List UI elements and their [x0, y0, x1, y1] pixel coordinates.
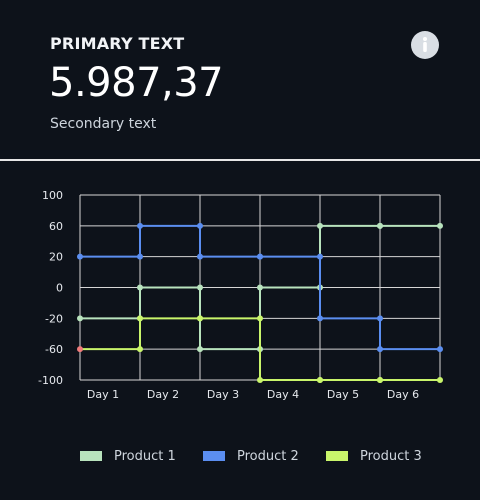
legend-swatch: [80, 451, 102, 461]
x-tick-label: Day 6: [387, 388, 419, 401]
data-point: [257, 315, 263, 322]
step-line-chart: 100 60 20 0 -20 -60 -100 Day 1 Day 2 Day 3 Day 4 Da…: [38, 189, 443, 401]
y-tick-label: 0: [56, 282, 63, 295]
data-point: [377, 315, 383, 322]
legend-label: Product 3: [360, 448, 422, 464]
data-point: [197, 315, 203, 322]
legend-item-product-2: Product 2: [203, 446, 299, 466]
data-point: [377, 346, 383, 353]
info-icon[interactable]: [411, 31, 439, 59]
legend-item-product-1: Product 1: [80, 446, 176, 466]
y-tick-label: 60: [49, 220, 63, 233]
data-point: [437, 346, 443, 353]
data-point: [437, 377, 443, 383]
legend-item-product-3: Product 3: [326, 446, 422, 466]
y-tick-label: 20: [49, 251, 63, 264]
legend-label: Product 2: [237, 448, 299, 464]
data-point: [77, 253, 83, 260]
data-point: [137, 284, 143, 291]
secondary-text: Secondary text: [50, 116, 157, 132]
x-tick-label: Day 4: [267, 388, 299, 401]
data-point: [137, 346, 143, 353]
y-tick-label: -100: [38, 374, 63, 387]
data-point: [137, 222, 143, 229]
data-point: [137, 315, 143, 322]
data-point: [317, 253, 323, 260]
data-point: [317, 315, 323, 322]
data-point: [197, 222, 203, 229]
data-point: [317, 222, 323, 229]
chart-legend: Product 1 Product 2 Product 3: [0, 440, 480, 472]
kpi-card: PRIMARY TEXT 5.987,37 Secondary text: [0, 0, 480, 160]
legend-swatch: [326, 451, 348, 461]
legend-label: Product 1: [114, 448, 176, 464]
x-tick-label: Day 5: [327, 388, 359, 401]
data-point: [197, 346, 203, 353]
data-point: [257, 377, 263, 383]
y-tick-label: 100: [42, 189, 63, 202]
x-tick-label: Day 3: [207, 388, 239, 401]
x-tick-label: Day 2: [147, 388, 179, 401]
primary-text: PRIMARY TEXT: [50, 34, 185, 53]
data-point: [77, 346, 83, 353]
data-point: [257, 253, 263, 260]
data-point: [377, 377, 383, 383]
data-point: [197, 253, 203, 260]
data-point: [197, 284, 203, 291]
data-point: [257, 284, 263, 291]
y-tick-label: -20: [45, 312, 63, 325]
chart-container: 100 60 20 0 -20 -60 -100 Day 1 Day 2 Day 3 Day 4 Da…: [0, 170, 480, 410]
data-point: [77, 315, 83, 322]
x-tick-label: Day 1: [87, 388, 119, 401]
data-point: [137, 253, 143, 260]
divider: [0, 159, 480, 161]
y-tick-label: -60: [45, 343, 63, 356]
data-point: [377, 222, 383, 229]
data-point: [437, 222, 443, 229]
legend-swatch: [203, 451, 225, 461]
kpi-value: 5.987,37: [49, 60, 224, 106]
data-point: [317, 377, 323, 383]
